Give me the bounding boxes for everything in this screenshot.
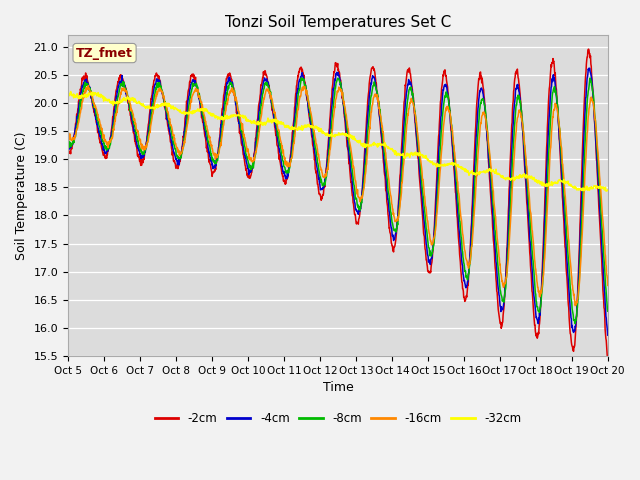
-8cm (64, 134, 72, 140)
-8cm (184, 110, 192, 116)
-2cm (184, 89, 192, 95)
Line: -8cm: -8cm (68, 78, 608, 324)
-16cm (422, 204, 429, 210)
-8cm (422, 221, 429, 227)
X-axis label: Time: Time (323, 382, 353, 395)
-8cm (493, 241, 500, 247)
-32cm (64, 89, 72, 95)
-4cm (604, 332, 612, 338)
-16cm (184, 116, 192, 121)
-16cm (540, 262, 548, 268)
-2cm (492, 276, 500, 282)
-16cm (64, 131, 72, 137)
-32cm (422, 153, 429, 158)
Text: TZ_fmet: TZ_fmet (76, 47, 133, 60)
-32cm (184, 110, 192, 116)
-8cm (244, 160, 252, 166)
-4cm (244, 165, 252, 171)
-16cm (493, 224, 500, 229)
-4cm (540, 247, 547, 252)
-32cm (540, 180, 548, 186)
Legend: -2cm, -4cm, -8cm, -16cm, -32cm: -2cm, -4cm, -8cm, -16cm, -32cm (150, 407, 526, 430)
-2cm (64, 145, 72, 151)
-32cm (604, 187, 612, 193)
-2cm (540, 233, 547, 239)
-4cm (585, 65, 593, 71)
-32cm (67, 89, 74, 95)
-8cm (572, 321, 579, 326)
-8cm (604, 308, 612, 314)
-32cm (172, 105, 179, 110)
Line: -32cm: -32cm (68, 92, 608, 191)
-16cm (84, 83, 92, 88)
-8cm (298, 75, 305, 81)
-32cm (493, 169, 500, 175)
-32cm (602, 188, 610, 194)
-4cm (184, 97, 192, 103)
-4cm (171, 153, 179, 158)
-2cm (244, 172, 252, 178)
-8cm (540, 257, 548, 263)
-2cm (171, 160, 179, 166)
-2cm (422, 247, 429, 253)
-4cm (492, 259, 500, 264)
-32cm (245, 118, 253, 124)
-4cm (64, 146, 72, 152)
Line: -2cm: -2cm (68, 49, 608, 360)
-2cm (585, 46, 593, 52)
-8cm (171, 146, 179, 152)
Title: Tonzi Soil Temperatures Set C: Tonzi Soil Temperatures Set C (225, 15, 451, 30)
-16cm (572, 303, 579, 309)
-16cm (245, 156, 253, 161)
-2cm (604, 357, 612, 363)
-16cm (172, 141, 179, 147)
Line: -16cm: -16cm (68, 85, 608, 306)
Line: -4cm: -4cm (68, 68, 608, 335)
Y-axis label: Soil Temperature (C): Soil Temperature (C) (15, 132, 28, 260)
-16cm (604, 283, 612, 288)
-4cm (422, 233, 429, 239)
